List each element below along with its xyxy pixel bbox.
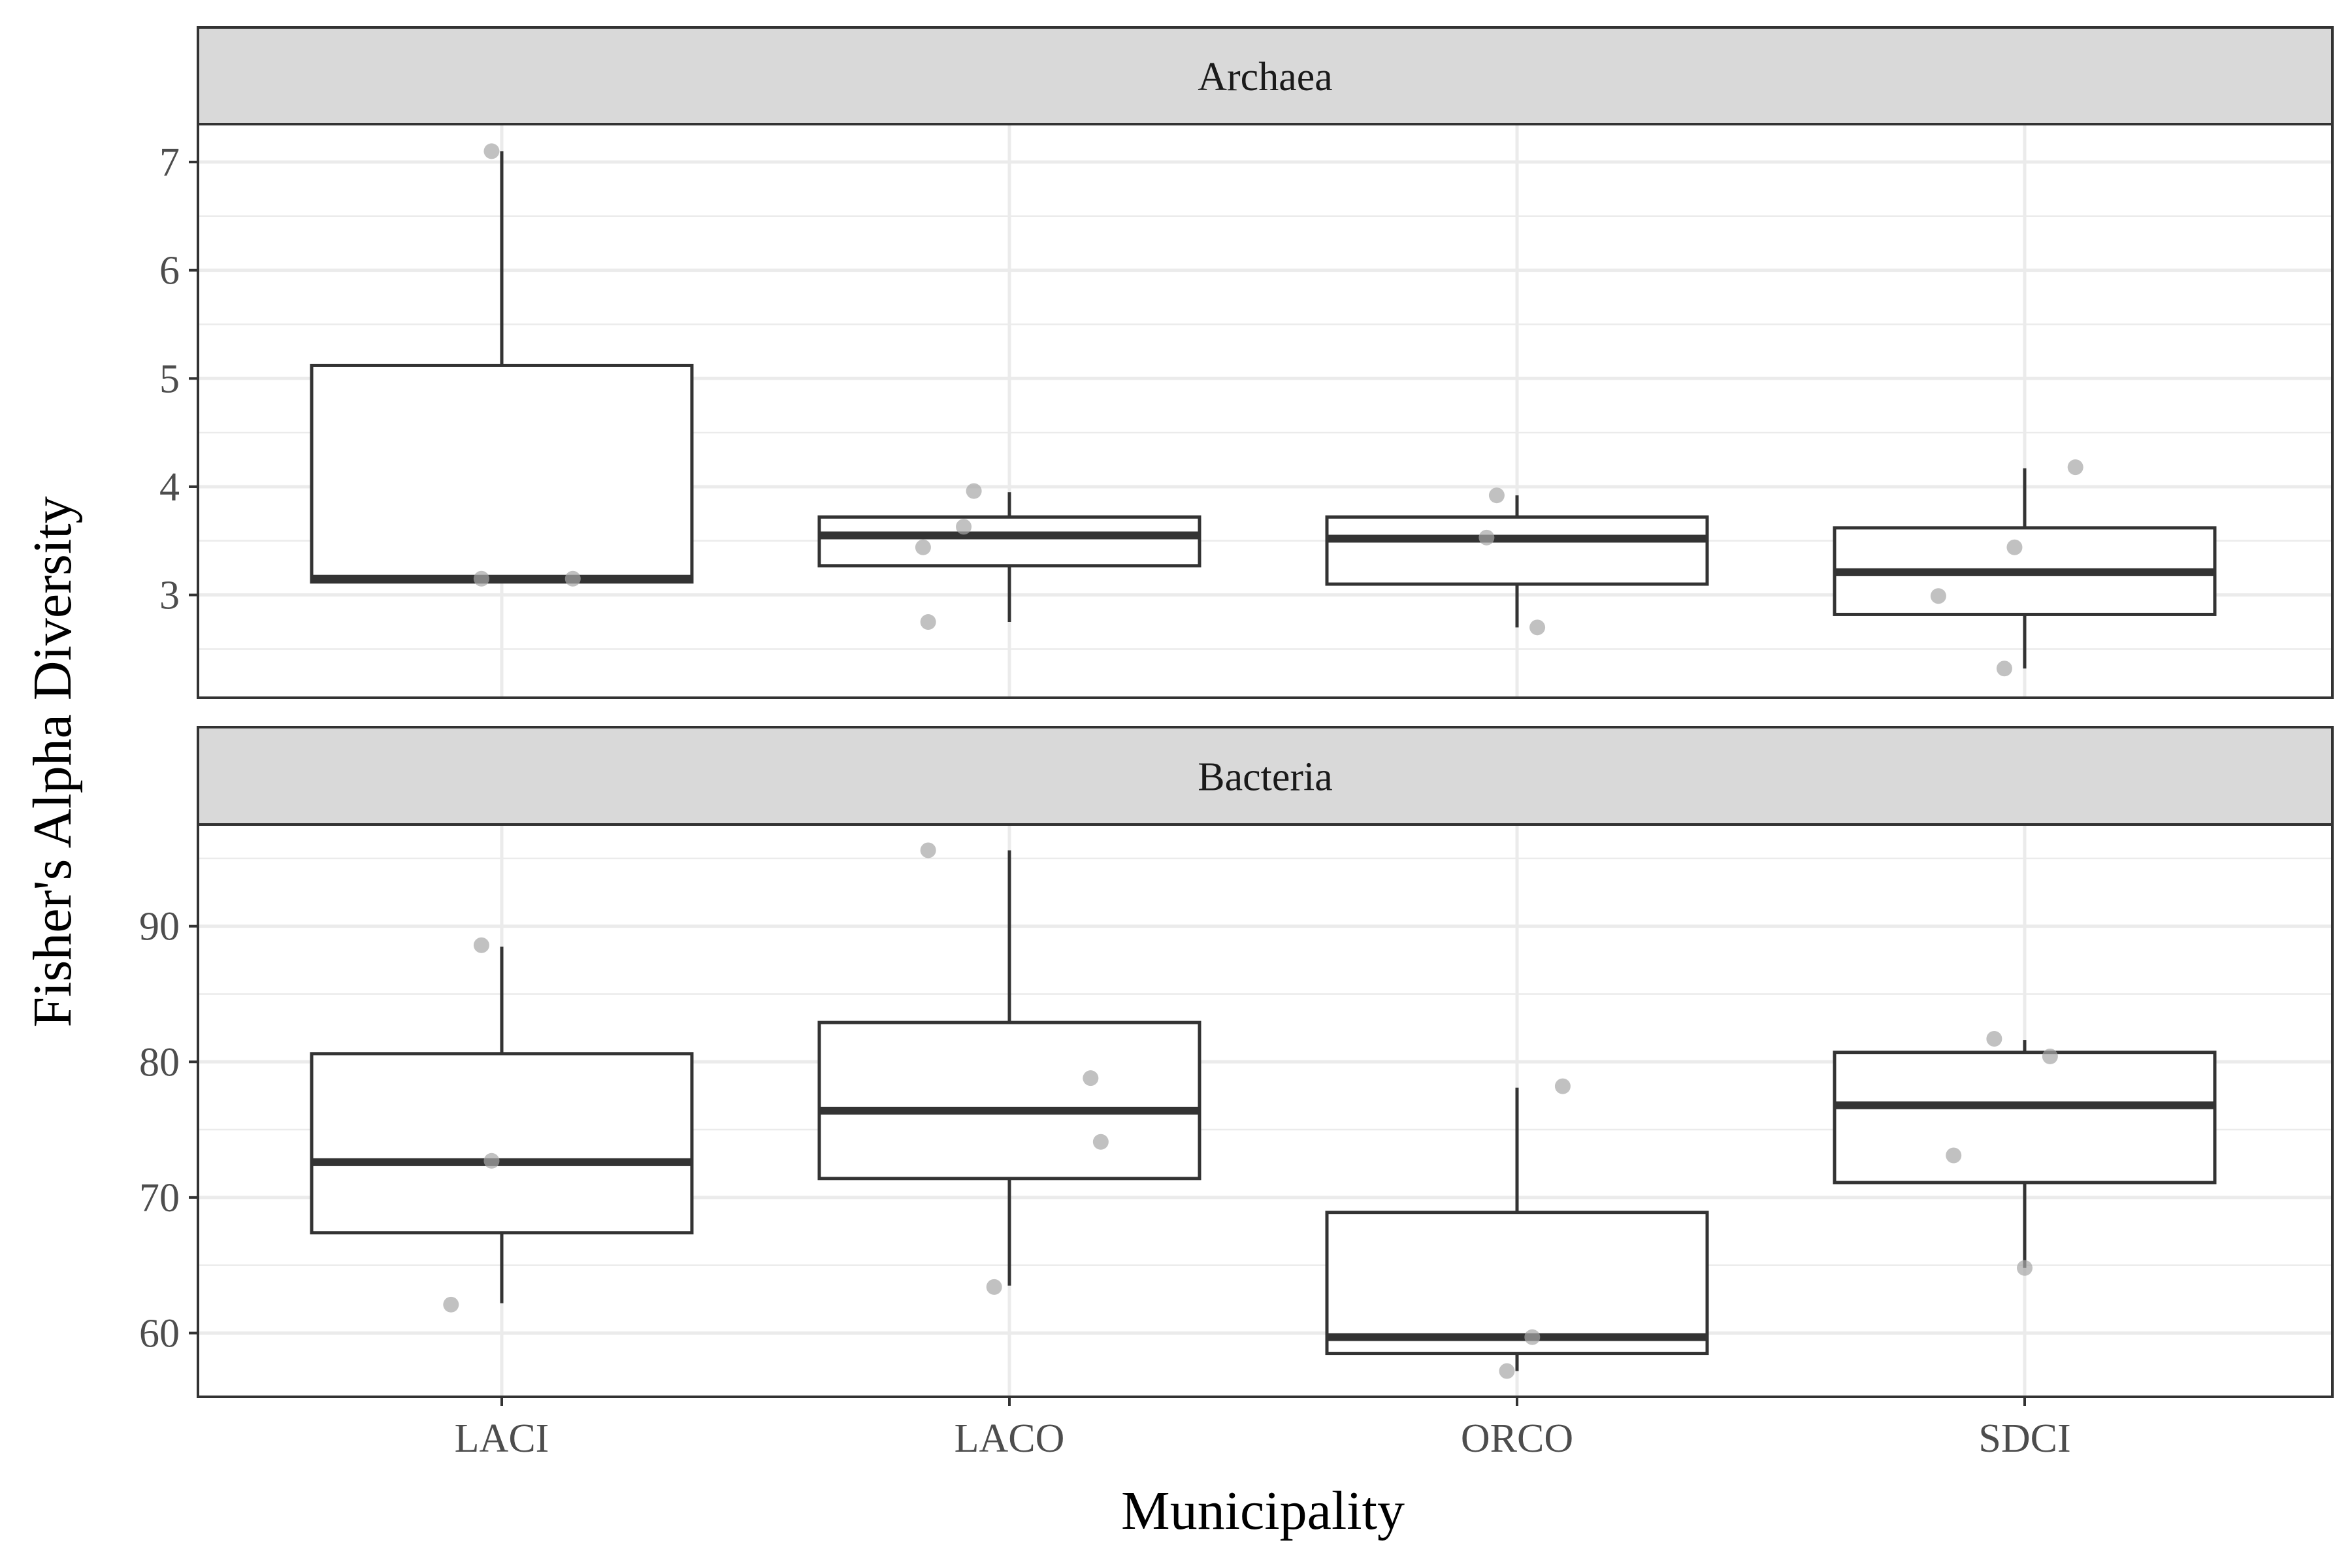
data-point	[2067, 459, 2083, 476]
box-sdci	[1833, 1040, 2217, 1268]
box-sdci	[1833, 468, 2217, 669]
data-point	[1499, 1363, 1515, 1379]
data-point	[483, 1152, 500, 1169]
data-point	[1529, 619, 1546, 636]
data-point	[1083, 1070, 1099, 1086]
data-point	[473, 937, 489, 953]
data-point	[1946, 1147, 1962, 1164]
box-iqr	[1325, 515, 1709, 586]
box-laco	[817, 492, 1201, 623]
data-point	[920, 842, 936, 858]
box-orco	[1325, 1087, 1709, 1371]
data-point	[1554, 1078, 1571, 1094]
facet-strip-label: Bacteria	[1198, 755, 1333, 800]
data-point	[1478, 529, 1495, 546]
box-laco	[817, 850, 1201, 1286]
y-tick-label: 7	[159, 140, 180, 185]
data-point	[1092, 1134, 1109, 1150]
box-iqr	[310, 363, 694, 584]
box-laci	[310, 946, 694, 1303]
facet-panel-archaea: Archaea 3 4 5 6 7	[159, 26, 2334, 699]
y-axis-title: Fisher's Alpha Diversity	[22, 496, 83, 1027]
facet-panel-bacteria: Bacteria 60 70 80 90	[139, 726, 2334, 1398]
box-iqr	[1325, 1211, 1709, 1356]
x-tick-label: ORCO	[1461, 1416, 1573, 1461]
box-iqr	[310, 1052, 694, 1235]
data-point	[2006, 539, 2023, 555]
data-point	[1986, 1030, 2002, 1047]
data-point	[956, 519, 972, 535]
y-tick-label: 60	[139, 1311, 180, 1356]
data-point	[2042, 1048, 2058, 1064]
y-tick-label: 5	[159, 357, 180, 401]
data-point	[443, 1296, 459, 1313]
box-orco	[1325, 495, 1709, 628]
data-point	[920, 614, 936, 630]
x-tick-label: LACI	[455, 1416, 549, 1461]
data-point	[966, 483, 982, 499]
y-tick-label: 90	[139, 905, 180, 949]
box-iqr	[1833, 1051, 2217, 1184]
data-point	[1996, 661, 2012, 677]
y-tick-label: 70	[139, 1176, 180, 1220]
data-point	[483, 143, 500, 159]
x-axis: LACI LACO ORCO SDCI	[455, 1397, 2071, 1461]
facet-strip-label: Archaea	[1198, 55, 1333, 99]
data-point	[2017, 1260, 2033, 1276]
facet-strip	[197, 726, 2334, 826]
facet-strip	[197, 26, 2334, 125]
data-point	[1930, 588, 1946, 604]
y-tick-label: 80	[139, 1040, 180, 1085]
data-point	[1488, 487, 1505, 504]
y-tick-label: 4	[159, 465, 180, 510]
box-iqr	[817, 1021, 1201, 1181]
box-laci	[310, 151, 694, 584]
x-tick-label: SDCI	[1978, 1416, 2070, 1461]
y-tick-label: 3	[159, 574, 180, 618]
data-point	[564, 570, 581, 587]
data-point	[915, 539, 931, 555]
x-axis-title: Municipality	[1121, 1480, 1405, 1541]
facet-panels: Archaea 3 4 5 6 7 Bacteria 60 70 80 90	[139, 26, 2334, 1398]
box-iqr	[817, 515, 1201, 568]
data-point	[1524, 1329, 1541, 1345]
data-point	[986, 1279, 1002, 1295]
data-point	[473, 570, 489, 587]
x-tick-label: LACO	[955, 1416, 1065, 1461]
y-tick-label: 6	[159, 249, 180, 293]
